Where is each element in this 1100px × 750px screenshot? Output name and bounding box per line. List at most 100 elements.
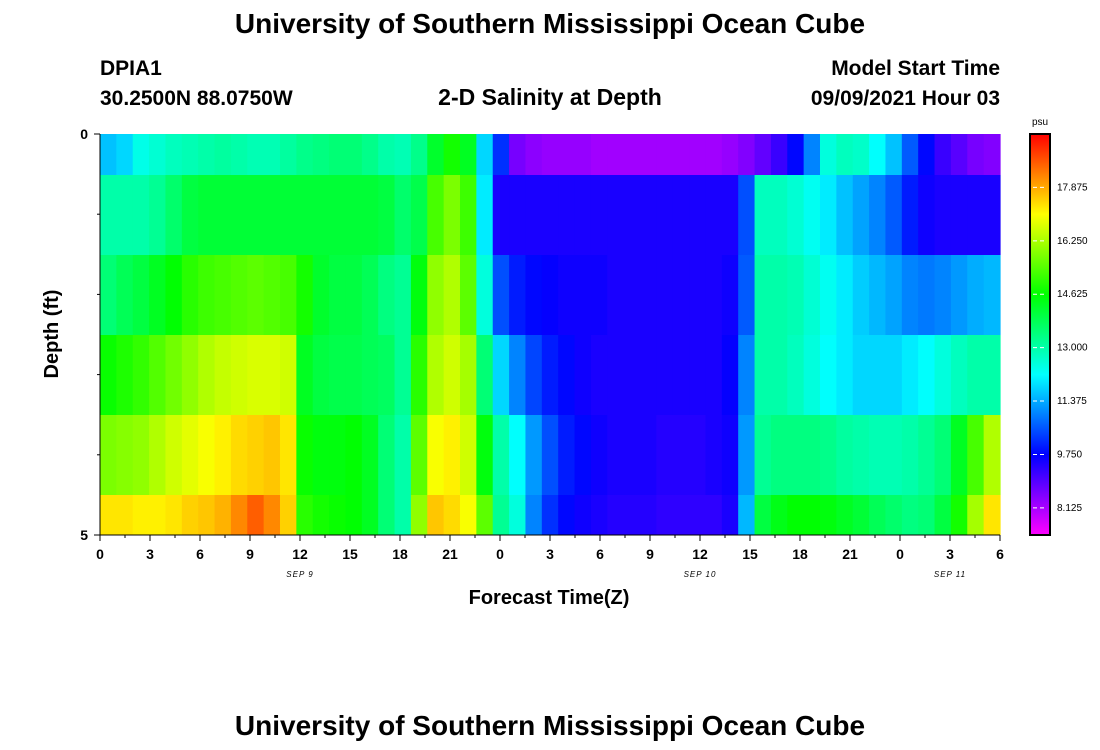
heatmap-cell xyxy=(607,415,625,495)
heatmap-cell xyxy=(934,495,952,535)
heatmap-cell xyxy=(280,175,297,255)
heatmap-cell xyxy=(525,335,543,415)
heatmap-cell xyxy=(541,495,559,535)
heatmap-cell xyxy=(607,335,625,415)
heatmap-cell xyxy=(803,175,821,255)
heatmap-cell xyxy=(361,175,379,255)
heatmap-cell xyxy=(230,495,248,535)
station-id: DPIA1 xyxy=(100,57,162,80)
heatmap-cell xyxy=(770,175,788,255)
heatmap-cell xyxy=(198,255,216,335)
heatmap-cell xyxy=(607,255,625,335)
heatmap-cell xyxy=(165,335,183,415)
heatmap-cell xyxy=(509,495,527,535)
heatmap-cell xyxy=(705,415,723,495)
heatmap-cell xyxy=(329,255,347,335)
heatmap-cell xyxy=(312,255,330,335)
heatmap-cell xyxy=(443,495,461,535)
heatmap-cell xyxy=(721,495,739,535)
heatmap-cell xyxy=(820,415,837,495)
heatmap-cell xyxy=(410,495,428,535)
heatmap-cell xyxy=(787,134,805,175)
x-tick-label: 6 xyxy=(196,546,204,562)
heatmap-cell xyxy=(525,415,543,495)
heatmap-cell xyxy=(656,495,674,535)
heatmap-cell xyxy=(967,335,985,415)
heatmap-cell xyxy=(198,495,216,535)
heatmap-cell xyxy=(836,134,854,175)
heatmap-cell xyxy=(558,134,576,175)
heatmap-cell xyxy=(460,175,477,255)
heatmap-cell xyxy=(672,134,690,175)
heatmap-cell xyxy=(885,335,903,415)
heatmap-cell xyxy=(476,134,494,175)
heatmap-cell xyxy=(934,255,952,335)
heatmap-cell xyxy=(509,415,527,495)
heatmap-cell xyxy=(460,415,477,495)
heatmap-cell xyxy=(312,175,330,255)
colorbar-tick-label: 9.750 xyxy=(1057,449,1082,460)
heatmap-cell xyxy=(116,255,134,335)
heatmap-cell xyxy=(443,175,461,255)
heatmap-cell xyxy=(672,335,690,415)
heatmap-cell xyxy=(770,255,788,335)
x-tick-label: 6 xyxy=(996,546,1004,562)
heatmap-cell xyxy=(738,415,756,495)
heatmap-cell xyxy=(427,134,445,175)
colorbar-tick-label: 13.000 xyxy=(1057,343,1088,354)
heatmap-cell xyxy=(525,134,543,175)
heatmap-cell xyxy=(950,175,968,255)
heatmap-cell xyxy=(460,495,477,535)
heatmap-cell xyxy=(852,134,870,175)
x-tick-label: 21 xyxy=(442,546,458,562)
heatmap-cell xyxy=(509,335,527,415)
heatmap-cell xyxy=(132,415,150,495)
heatmap-cell xyxy=(198,335,216,415)
heatmap-cell xyxy=(672,415,690,495)
heatmap-cell xyxy=(476,335,494,415)
heatmap-cell xyxy=(967,255,985,335)
heatmap-cell xyxy=(721,415,739,495)
heatmap-cell xyxy=(967,134,985,175)
heatmap-cell xyxy=(705,175,723,255)
heatmap-cell xyxy=(378,175,396,255)
date-label: SEP 9 xyxy=(286,570,313,579)
heatmap-cell xyxy=(770,335,788,415)
heatmap-cell xyxy=(770,495,788,535)
heatmap-cell xyxy=(378,495,396,535)
colorbar-tick-label: 8.125 xyxy=(1057,503,1082,514)
x-tick-label: 9 xyxy=(246,546,254,562)
heatmap-cell xyxy=(541,134,559,175)
heatmap-cell xyxy=(165,255,183,335)
heatmap-cell xyxy=(852,175,870,255)
heatmap-cell xyxy=(247,134,265,175)
heatmap-cell xyxy=(607,175,625,255)
colorbar-tick-label: 16.250 xyxy=(1057,236,1088,247)
heatmap-cell xyxy=(721,335,739,415)
heatmap-cell xyxy=(558,255,576,335)
heatmap-cells xyxy=(100,134,1001,535)
heatmap-cell xyxy=(230,335,248,415)
heatmap-cell xyxy=(345,134,363,175)
heatmap-cell xyxy=(132,175,150,255)
heatmap-cell xyxy=(378,415,396,495)
heatmap-cell xyxy=(132,495,150,535)
x-tick-label: 12 xyxy=(692,546,708,562)
top-title: University of Southern Mississippi Ocean… xyxy=(234,8,866,39)
heatmap-cell xyxy=(640,134,657,175)
heatmap-cell xyxy=(574,415,592,495)
heatmap-cell xyxy=(820,495,837,535)
heatmap-cell xyxy=(410,255,428,335)
heatmap-cell xyxy=(263,495,281,535)
heatmap-cell xyxy=(901,255,919,335)
heatmap-cell xyxy=(247,415,265,495)
heatmap-cell xyxy=(689,335,707,415)
heatmap-cell xyxy=(361,415,379,495)
heatmap-cell xyxy=(672,495,690,535)
heatmap-cell xyxy=(869,415,887,495)
heatmap-cell xyxy=(263,415,281,495)
heatmap-cell xyxy=(427,255,445,335)
heatmap-cell xyxy=(967,175,985,255)
heatmap-cell xyxy=(640,415,657,495)
heatmap-cell xyxy=(525,255,543,335)
